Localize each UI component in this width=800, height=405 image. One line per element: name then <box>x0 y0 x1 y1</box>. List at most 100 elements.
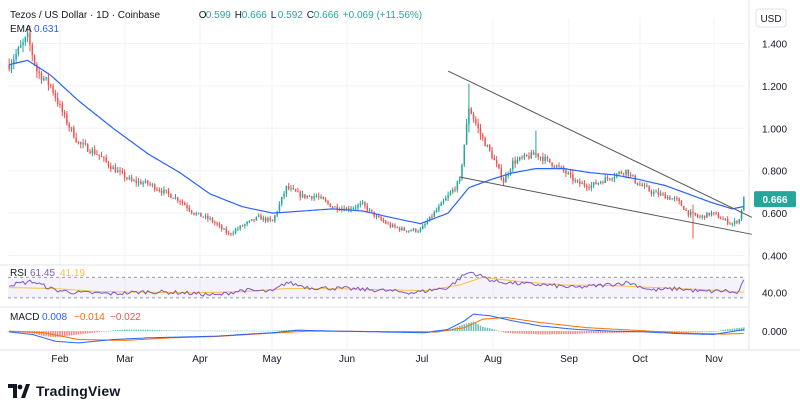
macd-histogram-bar <box>123 329 126 332</box>
macd-histogram-bar <box>602 331 604 334</box>
candle-body <box>31 44 34 56</box>
candle-body <box>197 212 200 214</box>
macd-histogram-bar <box>211 330 214 332</box>
price-axis-tick: 1.000 <box>762 124 787 135</box>
candle-body <box>544 156 546 162</box>
candle-body <box>666 196 669 199</box>
candle-body <box>218 224 221 226</box>
macd-histogram-bar <box>244 330 246 332</box>
macd-histogram-bar <box>666 331 669 332</box>
candle-body <box>493 158 496 161</box>
macd-histogram-bar <box>525 331 528 334</box>
macd-histogram-bar <box>59 331 61 337</box>
candle-body <box>438 205 440 211</box>
tradingview-logo-icon <box>8 384 30 398</box>
macd-histogram-bar <box>250 330 253 332</box>
candle-body <box>687 210 690 216</box>
macd-histogram-bar <box>56 331 59 337</box>
candle-body <box>315 196 318 198</box>
macd-histogram-bar <box>158 330 161 332</box>
candle-body <box>322 196 325 200</box>
macd-histogram-bar <box>493 329 496 332</box>
macd-histogram-bar <box>505 331 507 333</box>
macd-histogram-bar <box>431 330 433 332</box>
candle-body <box>717 214 720 219</box>
currency-button[interactable] <box>755 8 787 28</box>
tradingview-logo[interactable]: TradingView <box>8 383 120 399</box>
candle-body <box>331 207 334 209</box>
candle-body <box>348 208 350 210</box>
candle-body <box>539 156 542 158</box>
macd-histogram-bar <box>479 325 482 332</box>
candle-body <box>283 193 285 197</box>
candle-body <box>440 202 442 206</box>
candle-body <box>190 210 193 213</box>
candle-body <box>13 59 15 65</box>
candle-body <box>743 197 745 211</box>
candle-body <box>576 180 579 182</box>
macd-histogram-bar <box>165 330 168 332</box>
macd-histogram-bar <box>153 329 156 332</box>
candle-body <box>530 152 533 159</box>
macd-histogram-bar <box>468 322 470 332</box>
candle-body <box>412 228 415 231</box>
macd-histogram-bar <box>54 331 57 338</box>
candle-body <box>15 53 17 60</box>
macd-histogram-bar <box>75 331 77 335</box>
macd-histogram-bar <box>283 330 285 332</box>
candle-body <box>537 153 539 158</box>
candle-body <box>216 223 218 225</box>
macd-histogram-bar <box>518 331 521 334</box>
macd-histogram-bar <box>514 331 516 334</box>
macd-histogram-bar <box>216 330 218 332</box>
candle-body <box>472 114 475 120</box>
macd-histogram-bar <box>733 328 736 332</box>
macd-histogram-bar <box>126 329 128 332</box>
candle-body <box>622 173 625 175</box>
candle-body <box>433 212 436 217</box>
candle-body <box>715 212 717 215</box>
macd-legend-label: MACD <box>10 312 39 323</box>
macd-histogram-bar <box>678 331 680 332</box>
candle-body <box>733 220 736 224</box>
candle-body <box>528 156 530 159</box>
macd-histogram-bar <box>699 331 701 332</box>
macd-histogram-bar <box>73 331 75 335</box>
candle-body <box>211 218 214 222</box>
macd-histogram-bar <box>729 328 731 332</box>
close-value: 0.666 <box>314 10 339 21</box>
open-label: O <box>199 10 207 21</box>
grid-lines <box>8 18 745 350</box>
candle-body <box>641 184 643 187</box>
time-axis-tick: Sep <box>560 354 578 365</box>
candle-body <box>130 177 133 181</box>
candle-body <box>722 219 724 221</box>
macd-histogram-bar <box>116 330 119 332</box>
candle-body <box>426 221 429 224</box>
candle-body <box>611 178 613 180</box>
candle-body <box>264 217 267 222</box>
ema-legend-label: EMA <box>10 24 32 35</box>
price-axis-tick: 0.400 <box>762 252 787 263</box>
macd-histogram-bar <box>590 331 593 334</box>
candle-body <box>350 208 352 210</box>
macd-histogram-bar <box>274 330 276 332</box>
macd-histogram-bar <box>177 330 179 332</box>
macd-histogram-bar <box>61 331 64 337</box>
time-axis-tick: Oct <box>632 354 648 365</box>
candle-body <box>502 178 505 183</box>
candle-body <box>153 184 156 190</box>
candle-body <box>292 188 295 190</box>
ema-line <box>9 59 744 225</box>
macd-histogram-bar <box>537 331 539 335</box>
candle-body <box>304 194 306 198</box>
macd-histogram-bar <box>618 331 620 333</box>
time-axis-tick: Apr <box>192 354 208 365</box>
candle-body <box>151 184 154 186</box>
macd-histogram-bar <box>498 330 500 332</box>
macd-histogram-bar <box>63 331 66 337</box>
macd-histogram-bar <box>179 330 181 332</box>
macd-histogram-bar <box>119 329 121 332</box>
